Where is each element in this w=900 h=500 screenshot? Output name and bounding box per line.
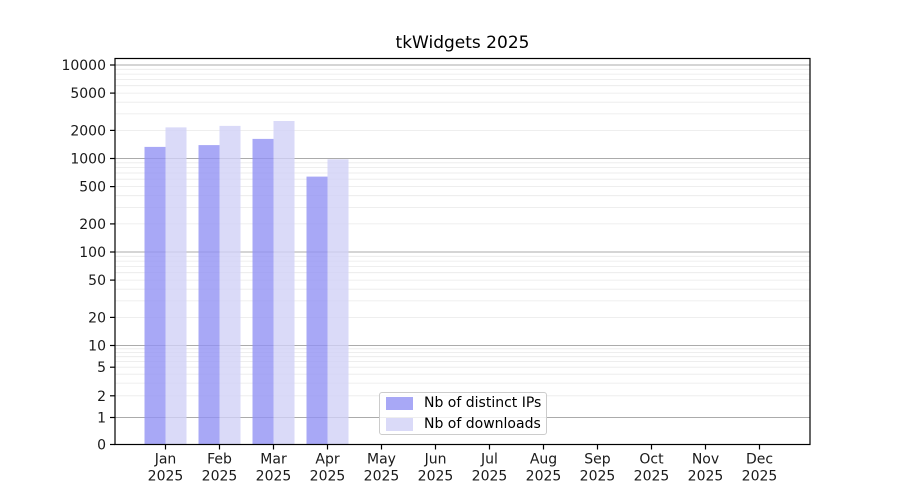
x-tick-label-month: Jul xyxy=(480,452,498,468)
x-tick-label-month: Jan xyxy=(154,452,177,468)
bar-nb-of-downloads-feb-2025 xyxy=(219,125,241,445)
bar-nb-of-distinct-ips-mar-2025 xyxy=(252,138,274,445)
x-tick-label-month: Sep xyxy=(584,452,611,468)
y-tick-label: 20 xyxy=(88,310,106,326)
bar-nb-of-distinct-ips-jan-2025 xyxy=(144,146,166,445)
y-tick-label: 500 xyxy=(79,180,106,196)
x-tick-label-month: Oct xyxy=(639,452,664,468)
bar-nb-of-distinct-ips-feb-2025 xyxy=(198,145,220,445)
bar-nb-of-distinct-ips-apr-2025 xyxy=(306,176,328,445)
x-tick-label-year: 2025 xyxy=(634,469,670,485)
x-tick-label-month: Feb xyxy=(207,452,232,468)
x-tick-label-year: 2025 xyxy=(472,469,508,485)
y-tick-label: 200 xyxy=(79,217,106,233)
legend-swatch-distinct-ips xyxy=(386,396,413,410)
x-tick-label-year: 2025 xyxy=(202,469,238,485)
y-tick-label: 100 xyxy=(79,245,106,261)
x-tick-label-year: 2025 xyxy=(310,469,346,485)
bar-nb-of-downloads-apr-2025 xyxy=(327,159,349,445)
y-tick-label: 1000 xyxy=(70,152,106,168)
y-tick-label: 1 xyxy=(97,411,106,427)
bar-nb-of-downloads-jan-2025 xyxy=(165,127,187,445)
x-tick-label-year: 2025 xyxy=(580,469,616,485)
y-tick-label: 50 xyxy=(88,273,106,289)
legend-item-downloads: Nb of downloads xyxy=(386,415,546,434)
y-tick-label: 2 xyxy=(97,389,106,405)
y-tick-label: 10 xyxy=(88,339,106,355)
x-tick-label-year: 2025 xyxy=(742,469,778,485)
legend-swatch-downloads xyxy=(386,417,413,431)
x-tick-label-year: 2025 xyxy=(364,469,400,485)
x-tick-label-year: 2025 xyxy=(526,469,562,485)
x-tick-label-year: 2025 xyxy=(148,469,184,485)
y-tick-label: 2000 xyxy=(70,123,106,139)
legend-item-distinct-ips: Nb of distinct IPs xyxy=(386,394,546,413)
x-tick-label-month: May xyxy=(367,452,396,468)
x-tick-label-month: Nov xyxy=(692,452,719,468)
x-tick-label-year: 2025 xyxy=(418,469,454,485)
x-tick-label-month: Dec xyxy=(746,452,773,468)
legend-label-downloads: Nb of downloads xyxy=(424,416,541,432)
chart-title: tkWidgets 2025 xyxy=(395,33,530,53)
x-tick-label-year: 2025 xyxy=(688,469,724,485)
y-tick-label: 10000 xyxy=(61,58,106,74)
y-tick-label: 0 xyxy=(97,438,106,454)
legend: Nb of distinct IPs Nb of downloads xyxy=(379,392,547,435)
y-tick-label: 5000 xyxy=(70,86,106,102)
legend-label-distinct-ips: Nb of distinct IPs xyxy=(424,395,542,411)
x-tick-label-month: Apr xyxy=(315,452,339,468)
x-tick-label-month: Jun xyxy=(424,452,447,468)
x-tick-label-month: Mar xyxy=(260,452,287,468)
x-tick-label-month: Aug xyxy=(530,452,557,468)
x-tick-label-year: 2025 xyxy=(256,469,292,485)
bar-nb-of-downloads-mar-2025 xyxy=(273,121,295,445)
y-tick-label: 5 xyxy=(97,360,106,376)
